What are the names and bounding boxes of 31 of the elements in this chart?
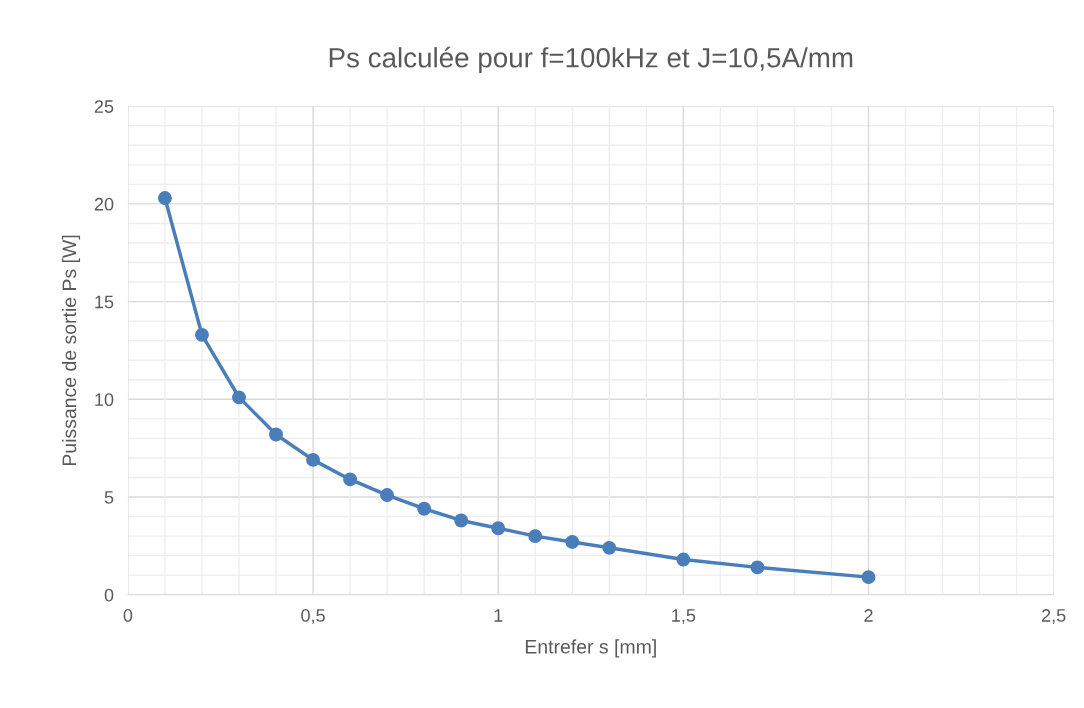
- point: [232, 390, 246, 405]
- y-tick-label: 25: [94, 100, 114, 113]
- y-tick-label: 0: [104, 588, 114, 602]
- x-tick-label: 0,5: [301, 609, 325, 624]
- point: [750, 560, 765, 575]
- point: [343, 472, 358, 487]
- point: [195, 327, 209, 342]
- point: [417, 501, 432, 516]
- x-tick-label: 2,5: [1042, 609, 1066, 624]
- point: [454, 513, 469, 528]
- x-tick-label: 0: [123, 609, 133, 622]
- chart-title: Ps calculée pour f=100kHz et J=10,5A/mm: [329, 46, 853, 74]
- point: [157, 191, 172, 205]
- point: [565, 535, 580, 549]
- x-tick-label: 1: [494, 609, 503, 622]
- point: [306, 452, 321, 467]
- point: [380, 488, 395, 503]
- point: [269, 427, 283, 442]
- y-tick-label: 10: [95, 393, 114, 407]
- y-tick-label: 5: [104, 491, 114, 504]
- y-axis-title: Puissance de sortie Ps [W]: [61, 235, 81, 466]
- x-tick-label: 1,5: [672, 609, 696, 624]
- x-axis-title: Entrefer s [mm]: [525, 639, 656, 658]
- y-tick-label: 15: [95, 295, 114, 309]
- point: [491, 521, 506, 536]
- x-tick-label: 2: [864, 609, 873, 622]
- point: [676, 552, 691, 567]
- point: [528, 529, 543, 544]
- point: [602, 540, 617, 555]
- point: [861, 570, 876, 585]
- y-tick-label: 20: [94, 197, 114, 211]
